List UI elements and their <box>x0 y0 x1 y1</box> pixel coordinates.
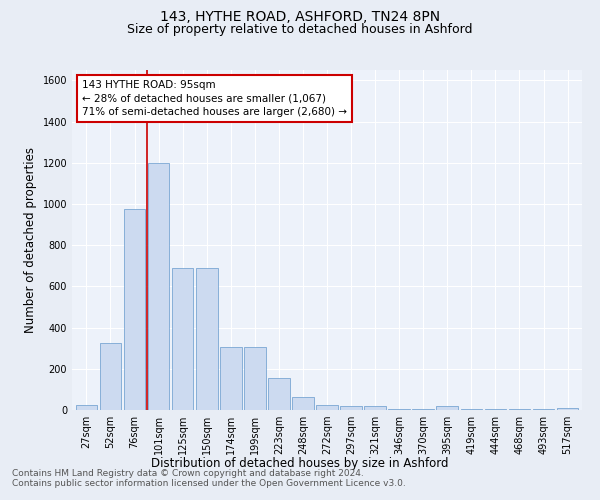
Text: 143 HYTHE ROAD: 95sqm
← 28% of detached houses are smaller (1,067)
71% of semi-d: 143 HYTHE ROAD: 95sqm ← 28% of detached … <box>82 80 347 116</box>
Text: Distribution of detached houses by size in Ashford: Distribution of detached houses by size … <box>151 458 449 470</box>
Bar <box>557 408 578 410</box>
Text: 143, HYTHE ROAD, ASHFORD, TN24 8PN: 143, HYTHE ROAD, ASHFORD, TN24 8PN <box>160 10 440 24</box>
Bar <box>220 347 242 410</box>
Bar <box>533 409 554 410</box>
Bar <box>172 268 193 410</box>
Bar <box>412 409 434 410</box>
Bar <box>316 405 338 410</box>
Bar <box>340 406 362 410</box>
Bar <box>100 343 121 410</box>
Bar <box>268 378 290 410</box>
Bar <box>76 405 97 410</box>
Bar <box>436 406 458 410</box>
Bar <box>292 396 314 410</box>
Text: Contains HM Land Registry data © Crown copyright and database right 2024.: Contains HM Land Registry data © Crown c… <box>12 469 364 478</box>
Text: Contains public sector information licensed under the Open Government Licence v3: Contains public sector information licen… <box>12 479 406 488</box>
Y-axis label: Number of detached properties: Number of detached properties <box>24 147 37 333</box>
Bar <box>388 409 410 410</box>
Bar <box>244 347 266 410</box>
Bar <box>485 409 506 410</box>
Bar <box>461 409 482 410</box>
Bar <box>148 162 169 410</box>
Bar <box>196 268 218 410</box>
Bar <box>509 409 530 410</box>
Bar <box>124 209 145 410</box>
Bar <box>364 406 386 410</box>
Text: Size of property relative to detached houses in Ashford: Size of property relative to detached ho… <box>127 22 473 36</box>
